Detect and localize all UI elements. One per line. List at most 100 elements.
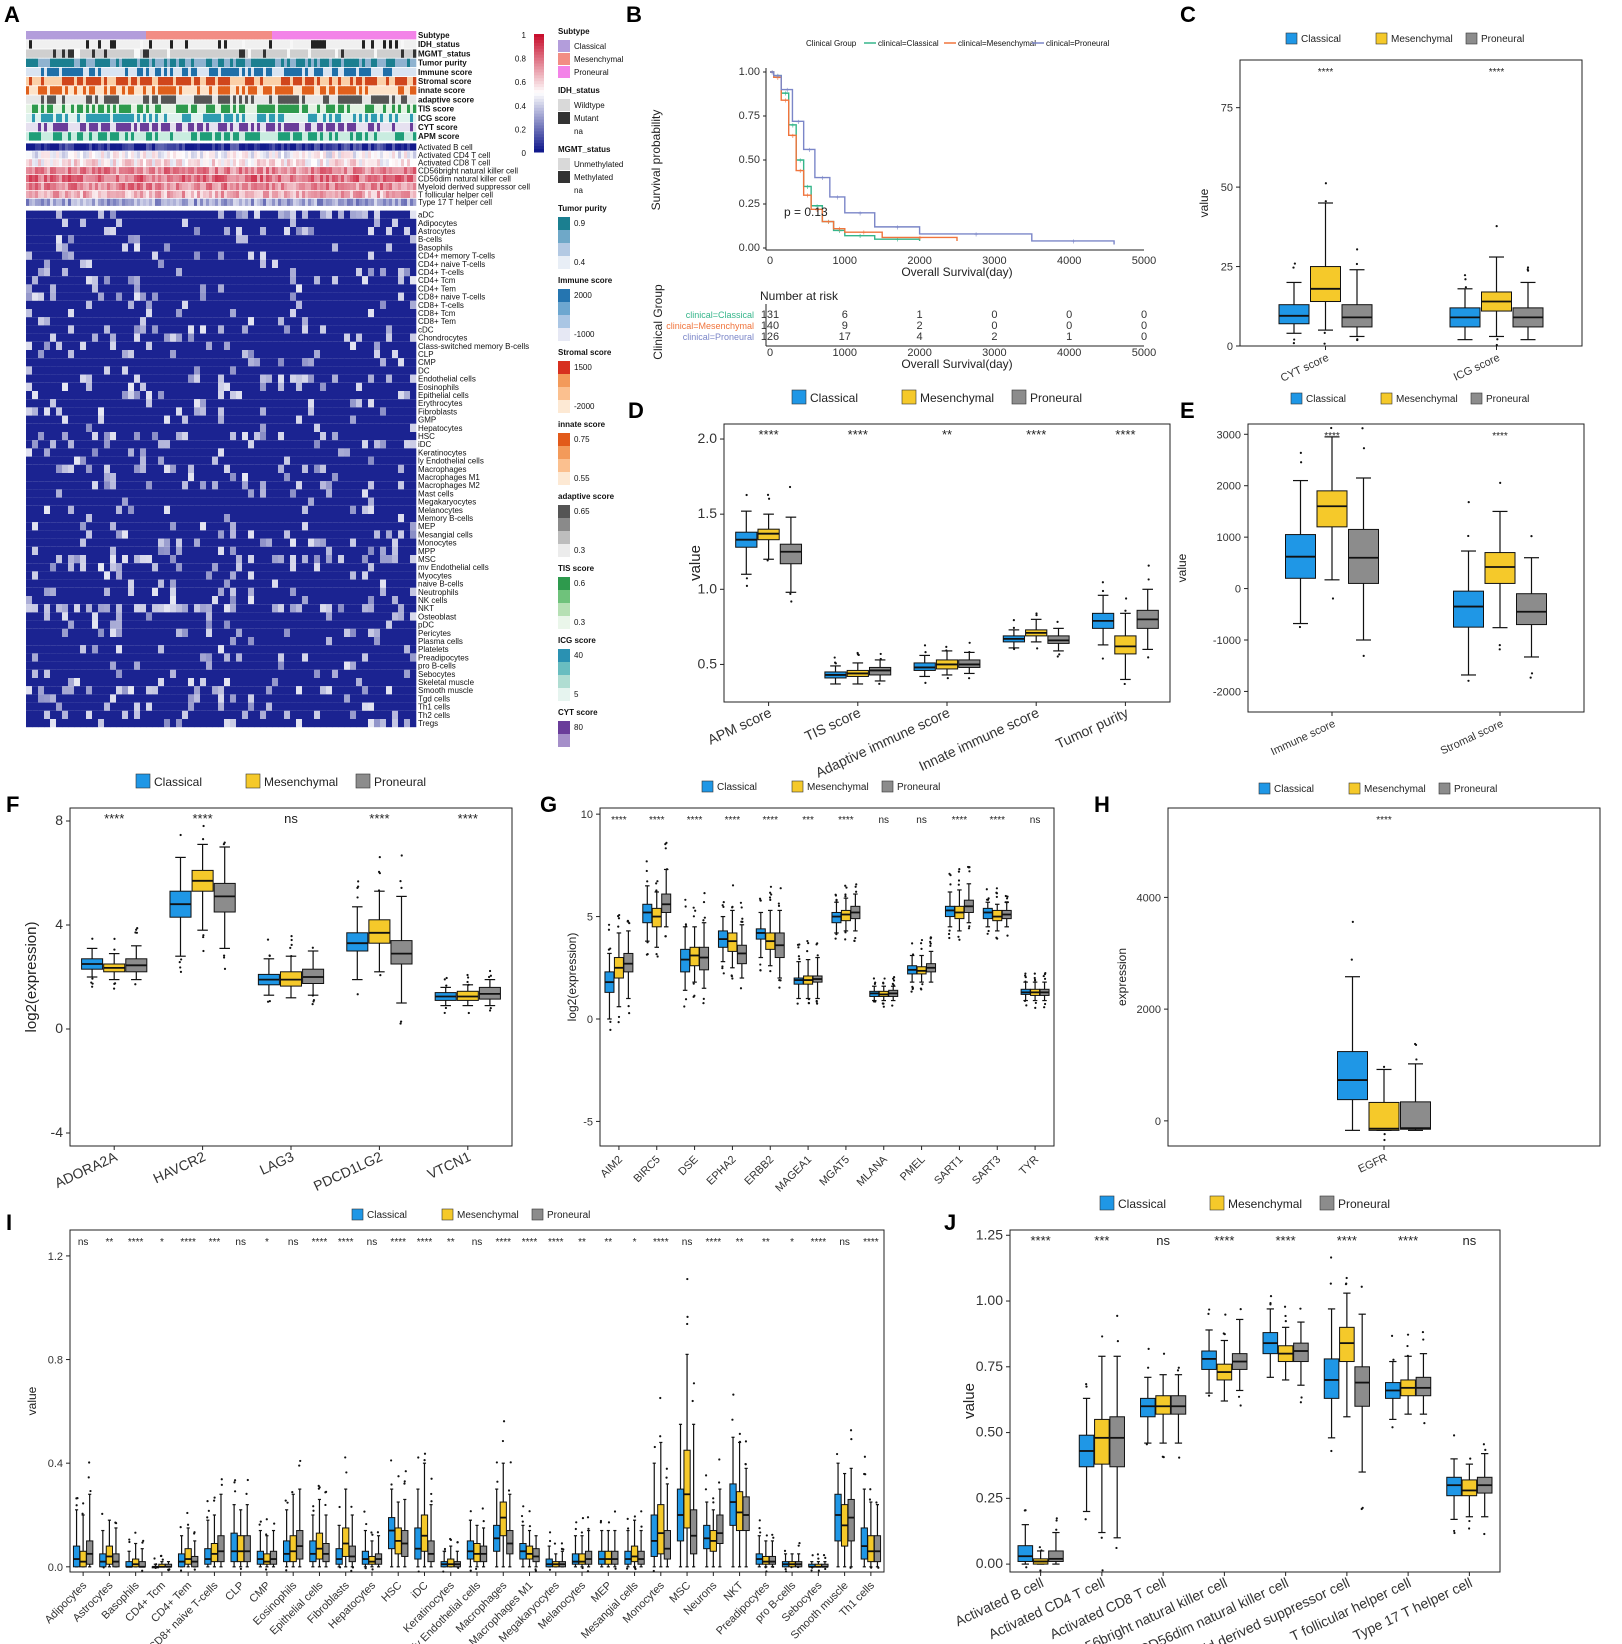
heat-cell-ssgsea [89, 198, 93, 206]
heat-cell-annot [197, 95, 201, 104]
heat-cell-xcell [344, 432, 351, 441]
heat-cell-annot [62, 77, 66, 86]
heat-cell-xcell [140, 366, 147, 375]
heat-cell-annot [230, 86, 234, 95]
heat-cell-annot [329, 31, 333, 40]
heat-cell-annot [218, 113, 222, 123]
heat-cell-annot [347, 95, 351, 104]
heat-cell-xcell [284, 366, 291, 375]
heat-cell-ssgsea [110, 151, 114, 159]
heat-cell-annot [281, 67, 285, 77]
heat-cell-annot [245, 40, 249, 49]
heat-cell-ssgsea [119, 198, 123, 206]
heat-cell-ssgsea [410, 198, 414, 206]
heat-cell-annot [200, 31, 204, 40]
heat-cell-xcell [50, 317, 57, 326]
heat-cell-xcell [230, 317, 237, 326]
heat-cell-annot [224, 95, 228, 104]
heat-cell-xcell [104, 341, 111, 350]
heat-cell-xcell [344, 366, 351, 375]
heat-cell-xcell [68, 350, 75, 359]
heat-cell-ssgsea [47, 175, 51, 183]
heat-cell-xcell [176, 391, 183, 400]
heat-cell-xcell [320, 210, 327, 219]
heat-cell-annot [338, 77, 342, 86]
heat-cell-annot [173, 123, 177, 132]
heat-cell-ssgsea [86, 167, 90, 175]
heat-cell-xcell [44, 227, 51, 236]
heat-cell-ssgsea [275, 159, 279, 167]
heat-cell-ssgsea [62, 198, 66, 206]
heat-cell-annot [74, 49, 78, 58]
heat-cell-xcell [122, 473, 129, 482]
heat-cell-ssgsea [92, 151, 96, 159]
heat-cell-annot [326, 77, 330, 86]
heat-cell-annot [98, 49, 102, 58]
heat-cell-ssgsea [281, 159, 285, 167]
heat-cell-ssgsea [206, 151, 210, 159]
heat-cell-xcell [74, 358, 81, 367]
heat-cell-xcell [320, 284, 327, 293]
heat-cell-xcell [26, 251, 33, 260]
heat-cell-ssgsea [104, 167, 108, 175]
heat-cell-xcell [188, 350, 195, 359]
heat-cell-xcell [224, 423, 231, 432]
heat-cell-annot [167, 77, 171, 86]
heat-cell-xcell [314, 358, 321, 367]
heat-cell-xcell [68, 292, 75, 301]
heat-cell-xcell [338, 432, 345, 441]
xcell-row-label: CD4+ memory T-cells [418, 252, 495, 261]
heat-cell-xcell [62, 415, 69, 424]
heat-cell-xcell [212, 407, 219, 416]
heat-cell-annot [197, 123, 201, 132]
heat-cell-annot [380, 58, 384, 67]
heat-cell-annot [374, 77, 378, 86]
heat-cell-annot [398, 95, 402, 104]
heat-cell-ssgsea [398, 151, 402, 159]
heat-cell-annot [290, 95, 294, 104]
heat-cell-annot [116, 40, 120, 49]
heat-cell-xcell [74, 309, 81, 318]
heat-cell-xcell [128, 497, 135, 506]
heat-cell-xcell [410, 243, 417, 252]
heat-cell-xcell [320, 309, 327, 318]
heat-cell-xcell [374, 210, 381, 219]
heat-cell-xcell [272, 218, 279, 227]
heat-cell-annot [182, 58, 186, 67]
heat-cell-xcell [74, 374, 81, 383]
heat-cell-ssgsea [305, 190, 309, 198]
heat-cell-annot [134, 123, 138, 132]
heat-cell-annot [245, 58, 249, 67]
heat-cell-xcell [92, 497, 99, 506]
heat-cell-ssgsea [344, 167, 348, 175]
heat-cell-ssgsea [311, 159, 315, 167]
heat-cell-xcell [134, 481, 141, 490]
heat-cell-xcell [170, 473, 177, 482]
heat-cell-xcell [398, 300, 405, 309]
heat-cell-ssgsea [209, 143, 213, 151]
heat-cell-xcell [368, 317, 375, 326]
heat-cell-xcell [116, 276, 123, 285]
heat-cell-xcell [224, 399, 231, 408]
heat-cell-xcell [242, 464, 249, 473]
heat-cell-xcell [170, 210, 177, 219]
heat-cell-xcell [128, 432, 135, 441]
heat-cell-annot [32, 58, 36, 67]
heat-cell-xcell [164, 341, 171, 350]
heat-cell-ssgsea [56, 159, 60, 167]
heat-cell-ssgsea [413, 151, 417, 159]
heat-cell-ssgsea [293, 175, 297, 183]
heat-cell-xcell [188, 481, 195, 490]
heat-cell-annot [344, 123, 348, 132]
heat-cell-xcell [128, 448, 135, 457]
heat-cell-xcell [68, 440, 75, 449]
heat-cell-xcell [152, 309, 159, 318]
heat-cell-xcell [158, 251, 165, 260]
heat-cell-annot [32, 77, 36, 86]
heat-cell-annot [284, 67, 288, 77]
heat-cell-ssgsea [32, 190, 36, 198]
heat-cell-ssgsea [95, 143, 99, 151]
heat-cell-xcell [200, 243, 207, 252]
heat-cell-xcell [374, 448, 381, 457]
heat-cell-ssgsea [251, 143, 255, 151]
